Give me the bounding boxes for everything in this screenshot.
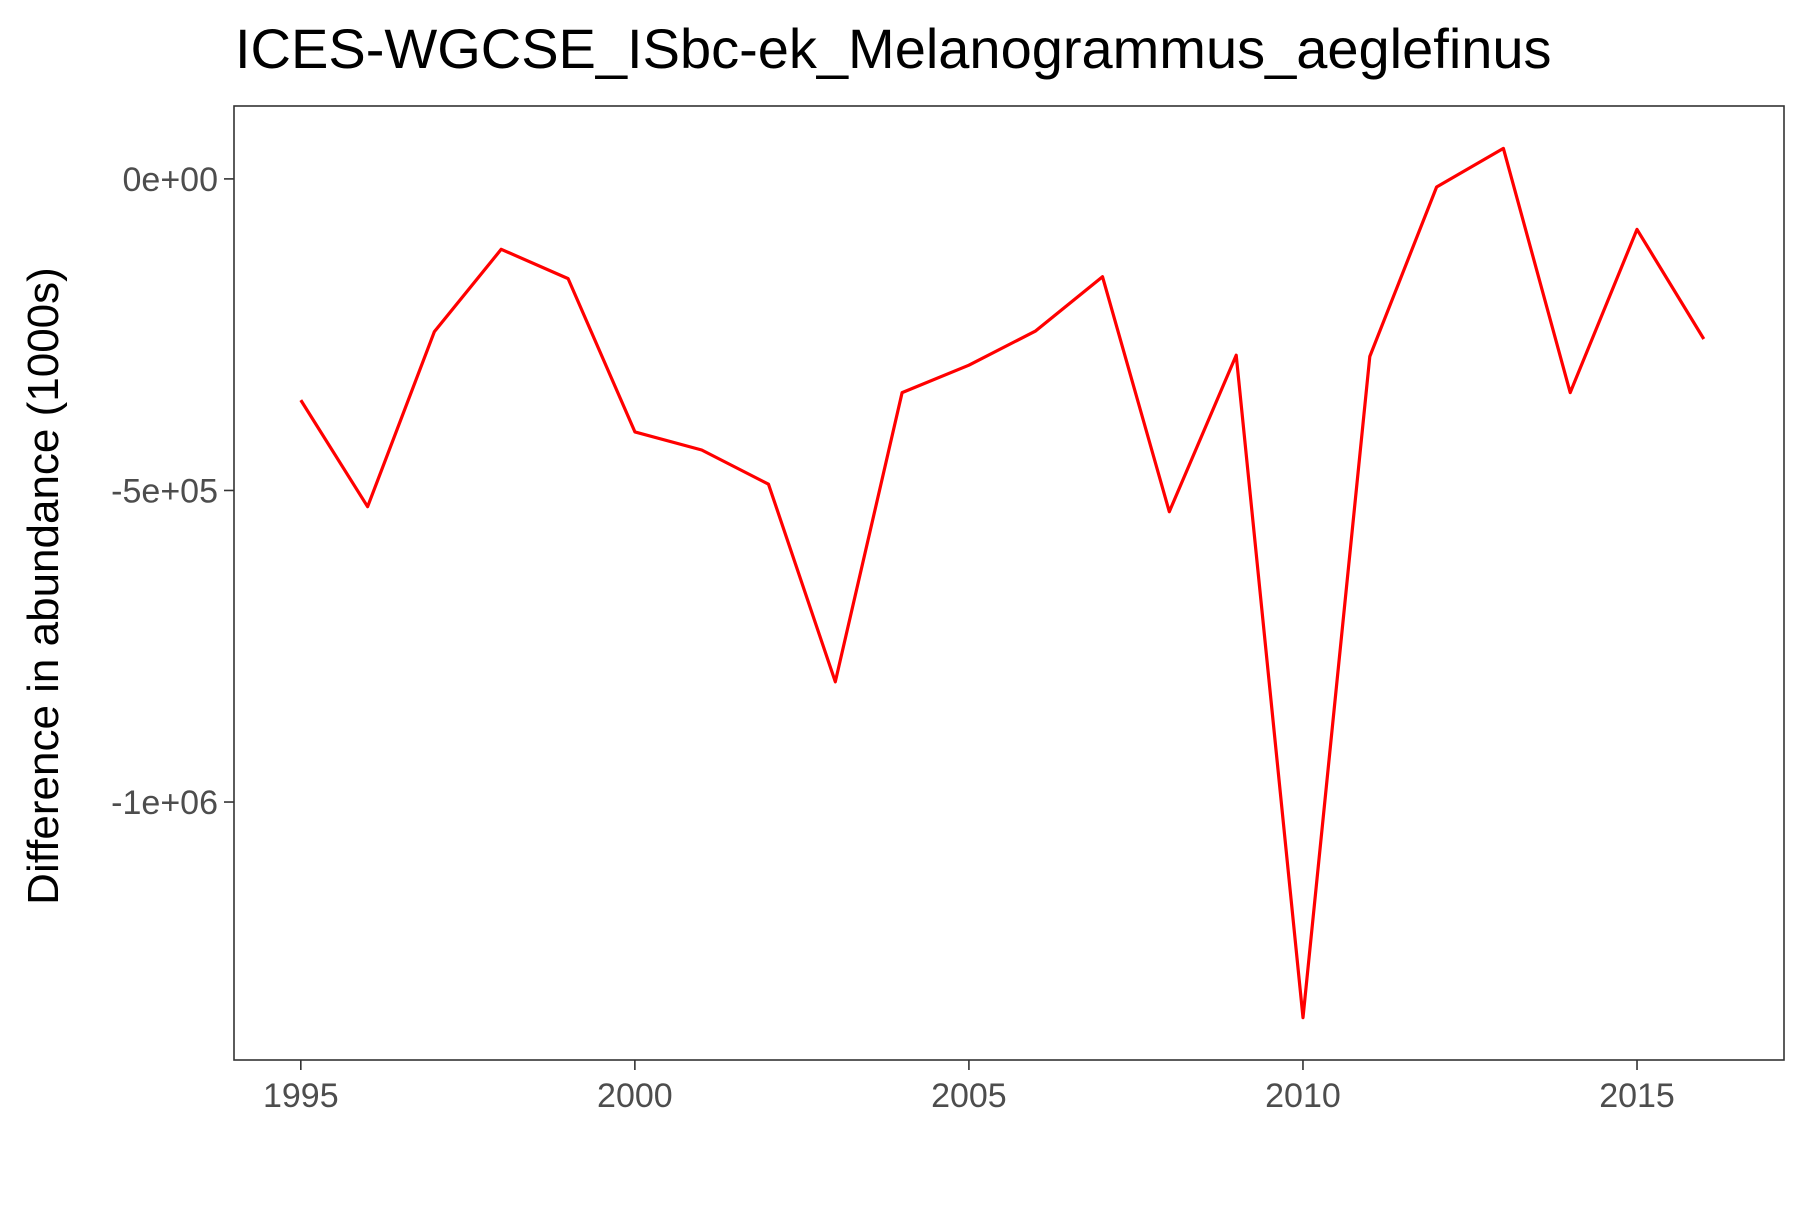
- plot-panel-border: [233, 105, 1785, 1061]
- x-tick-label: 1995: [263, 1077, 339, 1115]
- x-tick-label: 2005: [931, 1077, 1007, 1115]
- x-tick-label: 2010: [1265, 1077, 1341, 1115]
- chart-title: ICES-WGCSE_ISbc-ek_Melanogrammus_aeglefi…: [235, 17, 1552, 80]
- x-axis: 1995 2000 2005 2010 2015: [263, 1060, 1675, 1115]
- x-tick-label: 2015: [1599, 1077, 1675, 1115]
- y-tick-label: -1e+06: [111, 784, 218, 822]
- y-tick-label: 0e+00: [123, 161, 219, 199]
- y-axis-title: Difference in abundance (1000s): [19, 267, 68, 905]
- x-tick-label: 2000: [597, 1077, 673, 1115]
- y-axis: 0e+00 -5e+05 -1e+06: [111, 161, 234, 822]
- series-layer: [299, 146, 1706, 1020]
- series-line: [299, 146, 1706, 1020]
- y-tick-label: -5e+05: [111, 472, 218, 510]
